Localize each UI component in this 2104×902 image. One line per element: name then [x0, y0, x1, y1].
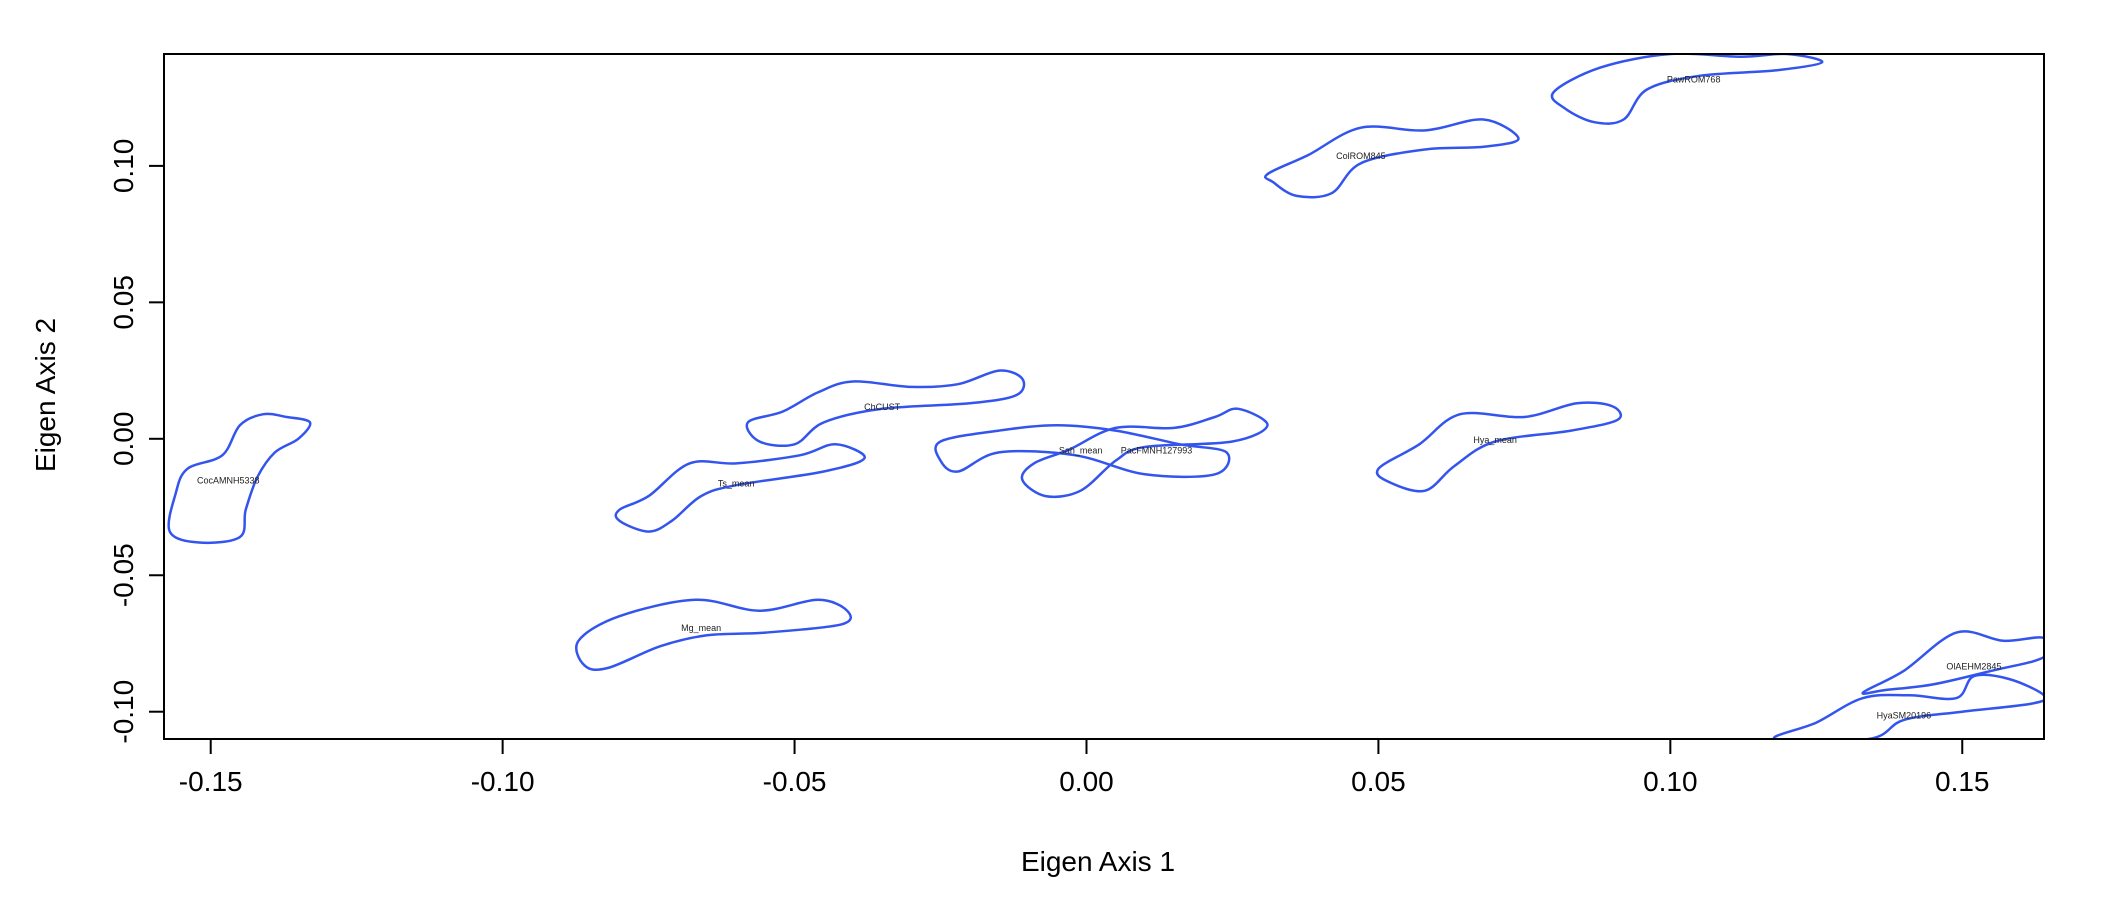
contour-label: PacFMNH127993	[1121, 446, 1193, 456]
y-tick-label: -0.05	[108, 543, 139, 607]
contour-labels-layer: CocAMNH5338 ChCUST Ts_mean Mg_mean Sah_mean P…	[197, 75, 2001, 721]
x-tick-label: 0.15	[1935, 766, 1990, 797]
contour-line	[167, 412, 312, 545]
contour-line	[575, 598, 853, 672]
plot-frame	[163, 53, 2045, 740]
contour-label: Sah_mean	[1059, 446, 1103, 456]
contour-line	[745, 369, 1026, 448]
contours-layer	[167, 54, 2044, 739]
contour-line	[1020, 407, 1269, 499]
contour-line	[1550, 54, 1824, 125]
contour-line	[1772, 673, 2044, 739]
contour-label: Hya_mean	[1473, 435, 1517, 445]
contour-label: PawROM768	[1667, 75, 1721, 85]
contour-label: OlAEHM2845	[1946, 661, 2001, 671]
y-tick-label: -0.10	[108, 680, 139, 744]
y-tick-label: 0.05	[108, 275, 139, 330]
x-axis-title: Eigen Axis 1	[1020, 846, 1176, 877]
contour-label: ChCUST	[864, 402, 901, 412]
x-axis: -0.15 -0.10 -0.05 0.00 0.05 0.10 0.15	[179, 739, 1990, 797]
x-tick-label: -0.05	[763, 766, 827, 797]
x-tick-label: 0.10	[1643, 766, 1698, 797]
contour-line	[934, 423, 1231, 479]
contour-label: ColROM845	[1336, 151, 1386, 161]
contour-line	[614, 443, 866, 533]
x-tick-label: -0.15	[179, 766, 243, 797]
y-tick-label: 0.10	[108, 139, 139, 194]
contour-line	[1375, 401, 1622, 493]
contour-label: Ts_mean	[718, 478, 755, 488]
contour-line	[1861, 630, 2044, 695]
x-tick-label: 0.05	[1351, 766, 1406, 797]
x-tick-label: 0.00	[1059, 766, 1114, 797]
contour-label: CocAMNH5338	[197, 476, 260, 486]
x-tick-label: -0.10	[471, 766, 535, 797]
contour-label: Mg_mean	[681, 623, 721, 633]
y-axis-title: Eigen Axis 2	[30, 317, 61, 473]
y-tick-label: 0.00	[108, 412, 139, 467]
contour-line	[1263, 118, 1520, 199]
y-axis: -0.10 -0.05 0.00 0.05 0.10	[108, 139, 164, 744]
contour-label: HyaSM20196	[1877, 710, 1932, 720]
